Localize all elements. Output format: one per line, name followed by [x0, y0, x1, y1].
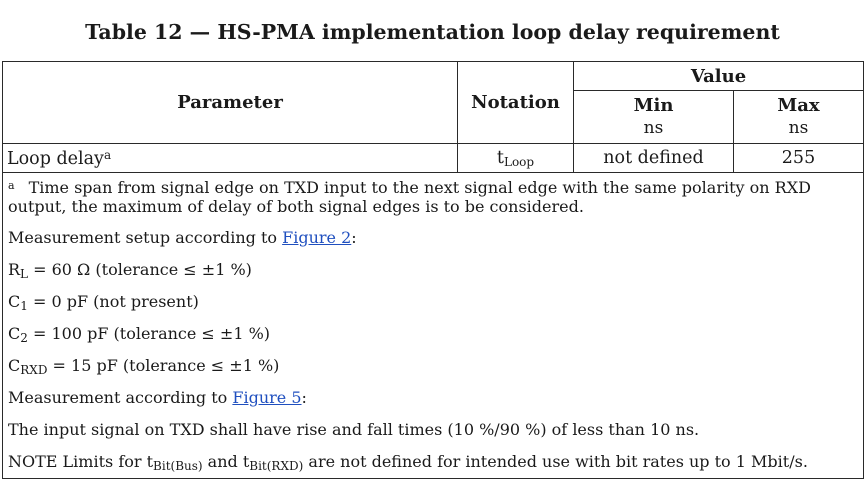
c1-sub: 1 [20, 299, 28, 313]
figure-2-link[interactable]: Figure 2 [282, 228, 352, 247]
c2-main: C [8, 324, 21, 343]
cell-max: 255 [732, 143, 865, 173]
note-mid: and t [202, 452, 250, 471]
setup-suffix: : [351, 228, 357, 247]
input-signal-line: The input signal on TXD shall have rise … [8, 420, 700, 439]
header-parameter: Parameter [2, 61, 458, 144]
loop-delay-table: Parameter Notation Value Min ns Max ns L… [1, 61, 865, 479]
note-prefix: NOTE Limits for t [8, 452, 154, 471]
header-value: Value [572, 61, 865, 91]
loop-delay-label: Loop delay [7, 148, 104, 169]
c2-rest: = 100 pF (tolerance ≤ ±1 %) [27, 324, 271, 343]
note-line: NOTE Limits for tBit(Bus) and tBit(RXD) … [8, 446, 859, 478]
cell-notation: tLoop [457, 143, 574, 173]
figure-5-link[interactable]: Figure 5 [232, 388, 302, 407]
measurement-line: Measurement according to Figure 5: [8, 382, 859, 414]
crxd-main: C [8, 356, 21, 375]
cell-parameter: Loop delaya [2, 143, 458, 173]
crxd-sub: RXD [20, 363, 48, 377]
note-sub1: Bit(Bus) [153, 459, 203, 473]
header-max-label: Max [777, 95, 820, 116]
crxd-line: CRXD = 15 pF (tolerance ≤ ±1 %) [8, 350, 859, 382]
footnote-mark: a [8, 179, 15, 192]
rl-rest: = 60 Ω (tolerance ≤ ±1 %) [28, 260, 252, 279]
header-max: Max ns [732, 90, 865, 144]
c1-line: C1 = 0 pF (not present) [8, 286, 859, 318]
rl-line: RL = 60 Ω (tolerance ≤ ±1 %) [8, 254, 859, 286]
notes-row: a Time span from signal edge on TXD input… [1, 172, 865, 479]
setup-line: Measurement setup according to Figure 2: [8, 222, 859, 254]
note-sub2: Bit(RXD) [249, 459, 304, 473]
cell-min: not defined [573, 143, 734, 173]
header-min: Min ns [573, 90, 734, 144]
rl-main: R [8, 260, 21, 279]
header-min-unit: ns [643, 118, 664, 138]
notation-sub: Loop [503, 154, 535, 169]
footnote-ref: a [103, 147, 112, 162]
c2-sub: 2 [20, 331, 28, 345]
c1-rest: = 0 pF (not present) [27, 292, 199, 311]
crxd-rest: = 15 pF (tolerance ≤ ±1 %) [47, 356, 280, 375]
footnote-text: Time span from signal edge on TXD input … [8, 178, 811, 216]
header-max-unit: ns [788, 118, 809, 138]
meas-suffix: : [301, 388, 307, 407]
footnote-a: a Time span from signal edge on TXD input… [8, 173, 859, 222]
notation-main: t [496, 147, 504, 168]
c2-line: C2 = 100 pF (tolerance ≤ ±1 %) [8, 318, 859, 350]
notes-cell: a Time span from signal edge on TXD input… [1, 172, 865, 479]
table-row: Loop delaya tLoop not defined 255 [2, 143, 865, 173]
header-min-label: Min [633, 95, 674, 116]
header-notation: Notation [457, 61, 574, 144]
meas-prefix: Measurement according to [8, 388, 233, 407]
table-title: Table 12 — HS-PMA implementation loop de… [85, 20, 780, 44]
c1-main: C [8, 292, 21, 311]
note-suffix: are not defined for intended use with bi… [303, 452, 808, 471]
rl-sub: L [20, 267, 29, 281]
setup-prefix: Measurement setup according to [8, 228, 283, 247]
